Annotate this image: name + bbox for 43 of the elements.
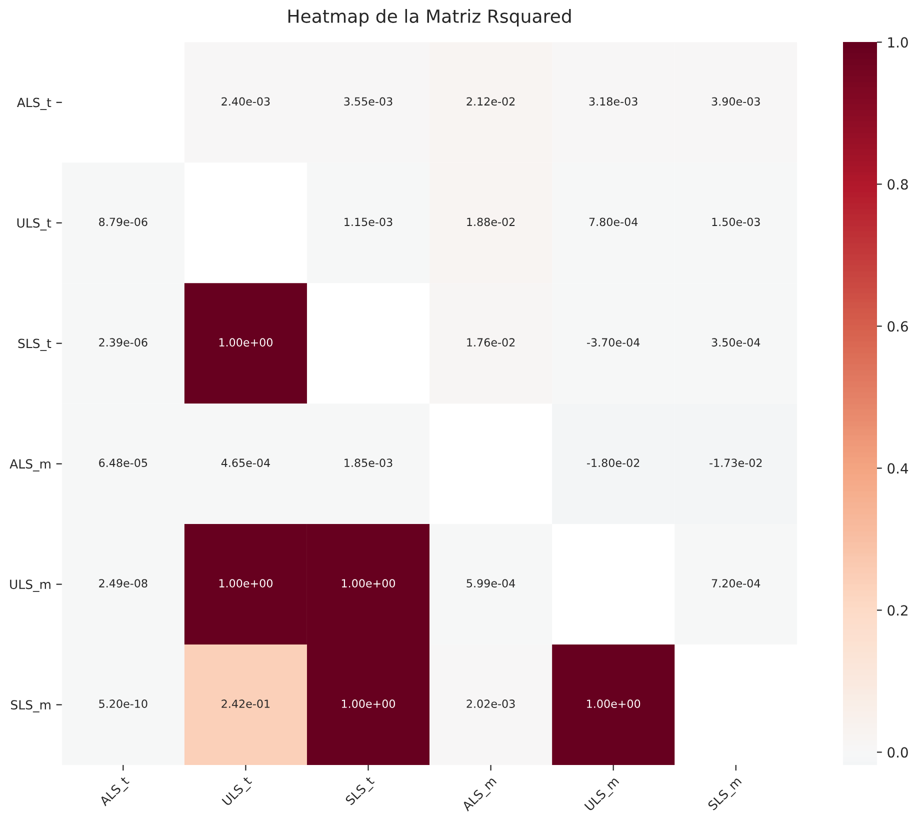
color-bar-label: 0.6 xyxy=(888,321,908,332)
y-tick-label: ULS_t xyxy=(17,218,52,230)
data-label: 7.20e-04 xyxy=(712,579,760,588)
data-label: 1.85e-03 xyxy=(344,458,392,468)
data-label: 2.02e-03 xyxy=(466,700,515,708)
color-bar-label: 1.0 xyxy=(888,37,908,48)
data-label: 8.79e-06 xyxy=(99,218,148,226)
data-label: 5.99e-04 xyxy=(466,579,516,588)
data-label: 1.00e+00 xyxy=(219,338,272,347)
data-label: 5.20e-10 xyxy=(99,700,148,708)
data-label: 1.00e+00 xyxy=(342,579,396,588)
data-label: 1.15e-03 xyxy=(344,218,392,226)
data-label: 2.42e-01 xyxy=(222,700,270,708)
data-label: 2.40e-03 xyxy=(222,97,270,106)
data-label: 6.48e-05 xyxy=(99,458,148,468)
y-tick-label: SLS_m xyxy=(11,700,50,712)
data-label: 3.50e-04 xyxy=(712,338,760,347)
data-label: 2.12e-02 xyxy=(466,97,515,106)
data-label: -1.80e-02 xyxy=(587,458,640,468)
y-tick-label: SLS_t xyxy=(18,338,52,351)
data-label: 1.00e+00 xyxy=(342,700,396,708)
chart-title: Heatmap de la Matriz Rsquared xyxy=(288,9,571,26)
y-tick-label: ALS_t xyxy=(16,98,52,110)
data-label: -1.73e-02 xyxy=(710,458,762,468)
data-label: 3.18e-03 xyxy=(589,97,638,106)
data-label: 2.39e-06 xyxy=(99,338,148,347)
data-label: 1.76e-02 xyxy=(467,338,515,347)
color-bar-label: 0.2 xyxy=(888,605,908,616)
data-label: 1.00e+00 xyxy=(587,700,640,708)
data-label: 3.55e-03 xyxy=(344,97,392,106)
data-label: 2.49e-08 xyxy=(99,579,148,588)
data-label: 7.80e-04 xyxy=(589,218,638,226)
color-bar-label: 0.8 xyxy=(888,179,908,190)
data-label: 3.90e-03 xyxy=(712,97,760,106)
data-label: 1.88e-02 xyxy=(467,218,515,226)
data-label: -3.70e-04 xyxy=(587,338,640,347)
y-tick-label: ULS_m xyxy=(10,580,50,592)
color-bar-label: 0.0 xyxy=(888,747,908,758)
data-label: 4.65e-04 xyxy=(221,458,270,468)
color-bar-label: 0.4 xyxy=(888,463,908,474)
data-label: 1.00e+00 xyxy=(219,579,272,588)
data-label: 1.50e-03 xyxy=(712,218,760,226)
y-tick-label: ALS_m xyxy=(10,459,50,472)
